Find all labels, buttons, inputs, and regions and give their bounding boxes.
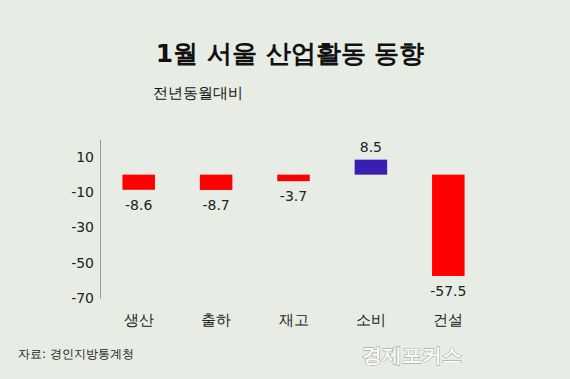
x-tick: 출하 [201, 311, 231, 329]
x-tick-label: 출하 [201, 311, 231, 329]
y-tick: -10 [71, 184, 100, 200]
bar [200, 175, 233, 190]
x-tick-label: 소비 [356, 311, 386, 329]
title: 1월 서울 산업활동 동향 [156, 39, 425, 68]
bar [277, 175, 310, 182]
data-label: -8.6 [125, 197, 152, 213]
data-label: -3.7 [280, 188, 307, 204]
y-tick-label: -30 [71, 219, 94, 235]
data-label: -57.5 [430, 283, 466, 299]
x-tick-label: 건설 [433, 311, 463, 329]
data-label: -8.7 [202, 197, 229, 213]
y-tick-label: -70 [71, 290, 94, 306]
x-tick: 생산 [124, 311, 154, 329]
bars [122, 160, 464, 276]
logo: 경제포커스 [362, 343, 462, 367]
x-tick-label: 생산 [124, 311, 154, 329]
source: 자료: 경인지방통계청 [18, 347, 134, 361]
background [0, 0, 570, 379]
y-tick-label: -50 [71, 255, 94, 271]
chart: 1월 서울 산업활동 동향전년동월대비 -70 -50 -30 -10 10 생산 출하 재고 소… [0, 0, 570, 379]
y-axis-line [100, 140, 101, 299]
x-tick: 재고 [279, 311, 309, 329]
bar [432, 175, 465, 276]
y-axis: -70 -50 -30 -10 10 [71, 140, 100, 306]
x-tick: 소비 [356, 311, 386, 329]
y-tick: -50 [71, 255, 100, 271]
data-labels: -8.6 -8.7 -3.7 8.5 -57.5 [125, 139, 466, 299]
y-tick: -30 [71, 219, 100, 235]
y-tick-label: 10 [76, 149, 94, 165]
y-tick: 10 [76, 149, 100, 165]
x-axis: 생산 출하 재고 소비 건설 [124, 311, 464, 329]
bar [355, 160, 388, 175]
bar [122, 175, 155, 190]
x-tick: 건설 [433, 311, 463, 329]
y-tick-label: -10 [71, 184, 94, 200]
subtitle: 전년동월대비 [153, 84, 243, 102]
data-label: 8.5 [360, 139, 382, 155]
y-tick: -70 [71, 290, 100, 306]
x-tick-label: 재고 [279, 311, 309, 329]
